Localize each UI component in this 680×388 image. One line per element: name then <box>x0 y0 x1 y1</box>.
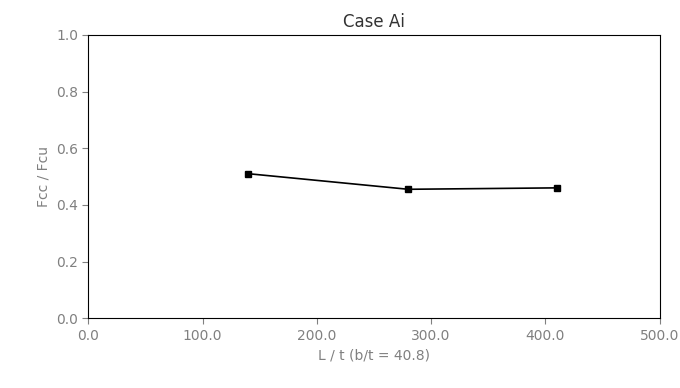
X-axis label: L / t (b/t = 40.8): L / t (b/t = 40.8) <box>318 348 430 362</box>
Y-axis label: Fcc / Fcu: Fcc / Fcu <box>37 146 50 207</box>
Title: Case Ai: Case Ai <box>343 12 405 31</box>
